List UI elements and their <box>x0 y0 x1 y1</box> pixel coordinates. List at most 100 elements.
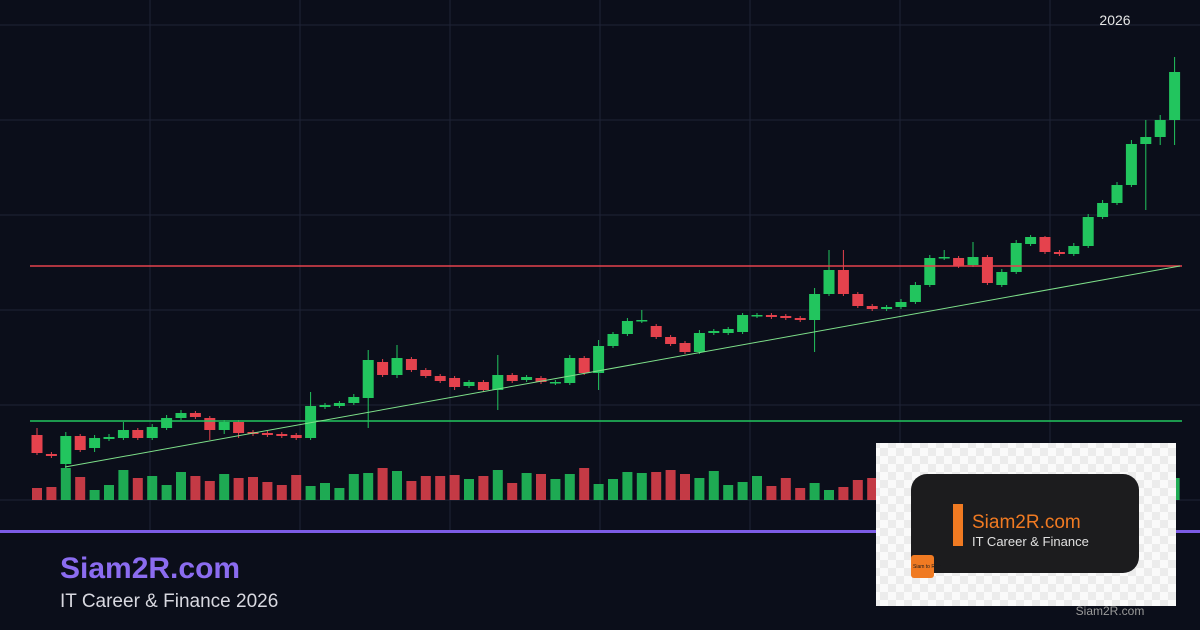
candle-body <box>593 346 605 373</box>
candle-body <box>1082 217 1094 246</box>
volume-bar <box>248 477 258 500</box>
logo-bar <box>953 504 963 546</box>
candle-body <box>621 321 633 334</box>
candle-body <box>1010 243 1022 272</box>
candle-body <box>45 454 57 456</box>
volume-bar <box>46 487 57 500</box>
volume-bar <box>60 468 71 500</box>
candle-body <box>780 316 792 318</box>
volume-bar <box>392 471 402 500</box>
candle-body <box>837 270 849 294</box>
candle-body <box>881 307 893 309</box>
candle-body <box>362 360 374 398</box>
candle-body <box>938 257 950 259</box>
volume-bar <box>464 479 474 500</box>
volume-bar <box>363 473 374 500</box>
candle-body <box>319 405 331 407</box>
logo-card <box>911 474 1139 573</box>
volume-bar <box>579 468 590 500</box>
candle-body <box>506 375 518 381</box>
volume-bar <box>737 482 748 500</box>
volume-bar <box>320 483 330 500</box>
candle-body <box>953 258 965 266</box>
volume-bar <box>824 490 834 500</box>
volume-bar <box>305 486 316 500</box>
volume-bar <box>190 476 201 500</box>
grid <box>0 0 1200 530</box>
candle-body <box>823 270 835 294</box>
candle-body <box>794 318 806 320</box>
candle-body <box>204 418 216 430</box>
candle-body <box>449 378 461 387</box>
volume-bar <box>752 476 762 500</box>
volume-bar <box>795 488 806 500</box>
candle-body <box>924 258 936 285</box>
volume-bar <box>492 470 503 500</box>
volume-bar <box>291 475 302 500</box>
candle-body <box>996 272 1008 285</box>
candle-body <box>477 382 489 390</box>
candle-body <box>463 382 475 386</box>
volume-bar <box>780 478 791 500</box>
candle-body <box>1140 137 1152 144</box>
candle-body <box>420 370 432 376</box>
candle-body <box>60 436 72 464</box>
volume-bar <box>809 483 820 500</box>
candle-body <box>117 430 129 438</box>
candle-body <box>31 435 43 453</box>
candle-body <box>103 437 115 439</box>
volume-bar <box>723 485 734 500</box>
candle-body <box>693 333 705 352</box>
annotation: 2026 <box>1099 12 1130 28</box>
volume-bar <box>348 474 359 500</box>
candle-body <box>1169 72 1181 120</box>
volume-bar <box>161 485 172 500</box>
candle-body <box>564 358 576 383</box>
volume-bar <box>550 479 561 500</box>
candle-body <box>1068 246 1080 254</box>
candle-body <box>305 406 317 438</box>
volume-bar <box>334 488 345 500</box>
candle-body <box>549 382 561 384</box>
volume-bar <box>118 470 129 500</box>
volume-bar <box>132 478 143 500</box>
candle-body <box>607 334 619 346</box>
candle-body <box>377 362 389 375</box>
volume-bar <box>75 477 86 500</box>
candle-body <box>132 430 144 438</box>
volume-bar <box>262 482 273 500</box>
volume-bar <box>521 473 532 500</box>
candle-body <box>233 422 245 433</box>
candle-body <box>175 413 187 418</box>
candle-body <box>521 377 533 380</box>
candle-body <box>146 427 158 438</box>
candle-body <box>333 403 345 406</box>
volume-bar <box>276 485 287 500</box>
volume-bar <box>852 480 863 500</box>
volume-bar <box>593 484 604 500</box>
brand-subtitle: IT Career & Finance 2026 <box>60 591 278 612</box>
candle-body <box>1039 237 1051 252</box>
candle-body <box>895 302 907 307</box>
candle-body <box>981 257 993 283</box>
volume-bar <box>104 485 114 500</box>
volume-bar <box>420 476 431 500</box>
volume-bar <box>147 476 158 500</box>
candle-body <box>722 329 734 333</box>
candle-body <box>1111 185 1123 203</box>
trend-line <box>64 265 1181 468</box>
brand-title: Siam2R.com <box>60 552 240 585</box>
volume-bar <box>32 488 42 500</box>
candle-body <box>852 294 864 306</box>
volume-bar <box>708 471 719 500</box>
candle-body <box>492 375 504 390</box>
candle-body <box>1097 203 1109 217</box>
candle-body <box>405 359 417 370</box>
volume-bar <box>564 474 575 500</box>
volume-bar <box>608 479 618 500</box>
volume-bar <box>176 472 186 500</box>
volume-bar <box>89 490 100 500</box>
candle-body <box>1025 237 1037 244</box>
volume-bar <box>536 474 546 500</box>
